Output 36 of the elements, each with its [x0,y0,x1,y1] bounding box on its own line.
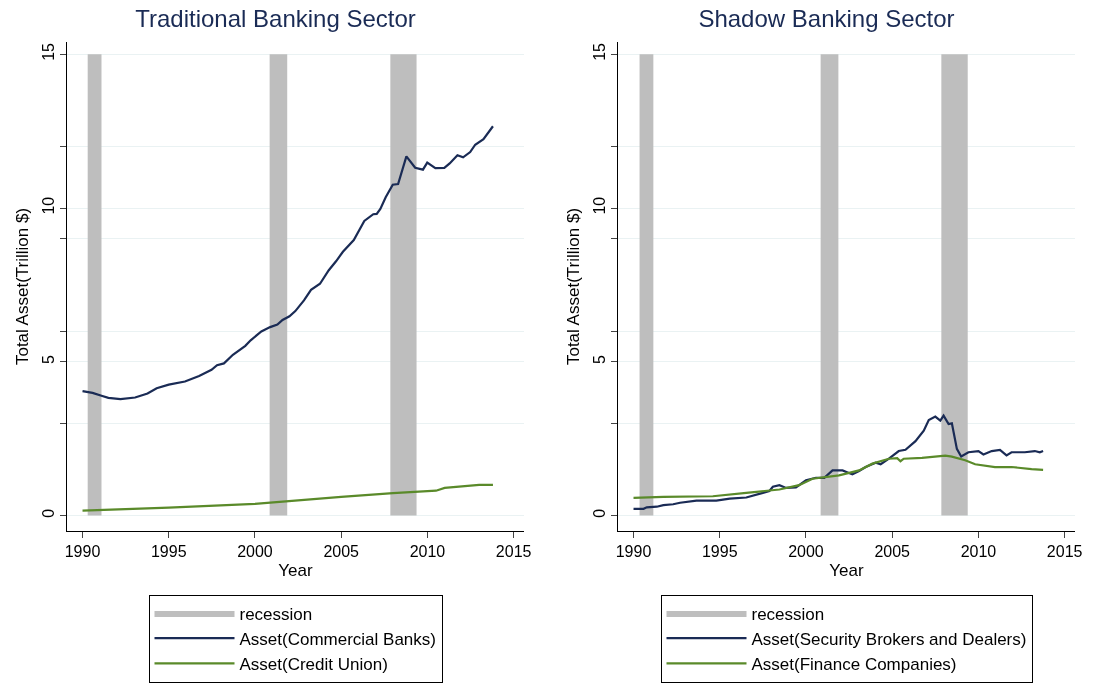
line-series [81,483,495,512]
x-tick-label: 1995 [701,543,738,561]
x-tick-label: 2015 [1046,543,1083,561]
x-tick-label: 2000 [788,543,824,561]
x-tick-label: 2015 [495,543,532,561]
legend-label: Asset(Credit Union) [239,654,388,674]
y-tick-label: 15 [39,42,57,61]
x-axis-title: Year [829,560,865,580]
x-tick-label: 2010 [960,543,997,561]
line-series [632,414,1045,510]
y-tick-label: 0 [590,508,608,518]
x-tick-label: 2005 [323,543,360,561]
x-axis-title: Year [278,560,314,580]
x-tick-label: 1990 [615,543,652,561]
legend-label: recession [239,604,313,624]
legend-label: recession [751,604,825,624]
chart-title: Shadow Banking Sector [698,5,955,33]
x-tick-label: 2005 [874,543,911,561]
x-tick-label: 1995 [150,543,187,561]
legend-label: Asset(Finance Companies) [751,654,957,674]
y-tick-label: 10 [590,196,608,215]
x-tick-label: 2010 [409,543,446,561]
y-tick-label: 5 [39,354,57,364]
legend-label: Asset(Security Brokers and Dealers) [751,629,1027,649]
legend-label: Asset(Commercial Banks) [239,629,436,649]
y-tick-label: 15 [590,42,608,61]
y-tick-label: 0 [39,508,57,518]
line-series [81,125,495,401]
y-axis-title: Total Asset(Trillion $) [13,207,33,366]
y-tick-label: 5 [590,354,608,364]
y-axis-title: Total Asset(Trillion $) [564,207,584,366]
y-tick-label: 10 [39,196,57,215]
x-tick-label: 1990 [64,543,101,561]
chart-title: Traditional Banking Sector [135,5,416,33]
x-tick-label: 2000 [237,543,273,561]
line-series [632,454,1045,499]
